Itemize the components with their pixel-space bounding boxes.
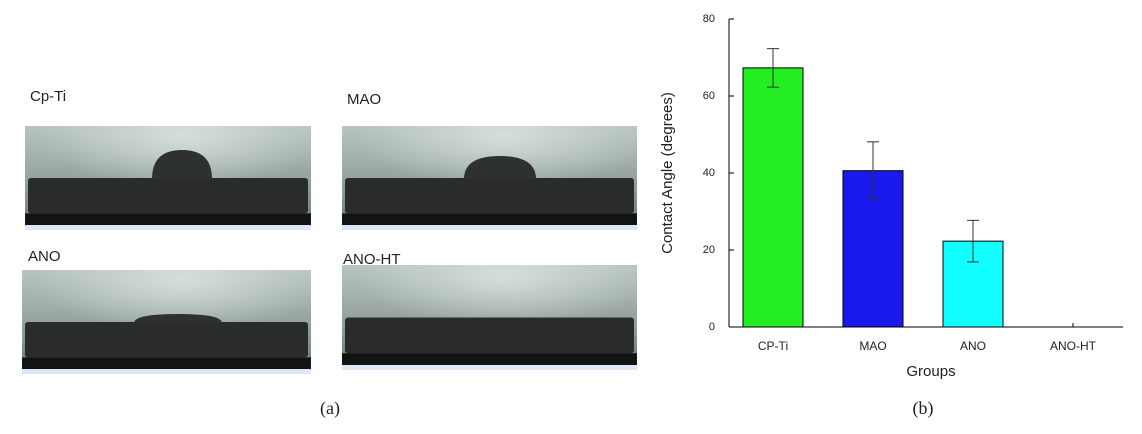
photo-edge xyxy=(25,225,311,230)
photo-label: ANO-HT xyxy=(343,251,401,268)
caption: (b) xyxy=(913,398,934,419)
y-tick-label: 80 xyxy=(703,13,715,25)
x-tick-label: CP-Ti xyxy=(758,339,788,353)
photo-label: Cp-Ti xyxy=(30,88,66,105)
photo-label: ANO xyxy=(28,248,61,265)
caption: (a) xyxy=(320,398,340,419)
y-tick-label: 20 xyxy=(703,244,715,256)
y-tick-label: 0 xyxy=(709,321,715,333)
substrate xyxy=(25,322,308,358)
y-axis-label: Contact Angle (degrees) xyxy=(659,92,676,254)
substrate xyxy=(345,178,634,214)
error-bar xyxy=(767,48,779,88)
x-tick-label: MAO xyxy=(859,339,886,353)
photo-panel: Cp-Ti MAO ANO ANO-HT xyxy=(22,88,637,374)
error-bar xyxy=(967,219,979,263)
y-tick-label: 40 xyxy=(703,167,715,179)
photo-edge xyxy=(22,369,311,374)
droplet xyxy=(134,314,222,323)
x-tick-label: ANO-HT xyxy=(1050,339,1097,353)
error-bar xyxy=(867,141,879,201)
droplet xyxy=(152,150,212,179)
photo-edge xyxy=(342,365,637,370)
bar xyxy=(742,67,804,328)
substrate xyxy=(28,178,308,214)
photo-label: MAO xyxy=(347,91,381,108)
x-tick-label: ANO xyxy=(960,339,986,353)
droplet xyxy=(464,156,536,179)
photo-edge xyxy=(342,225,637,230)
y-tick-label: 60 xyxy=(703,90,715,102)
substrate xyxy=(345,317,634,354)
x-axis-label: Groups xyxy=(906,363,955,380)
